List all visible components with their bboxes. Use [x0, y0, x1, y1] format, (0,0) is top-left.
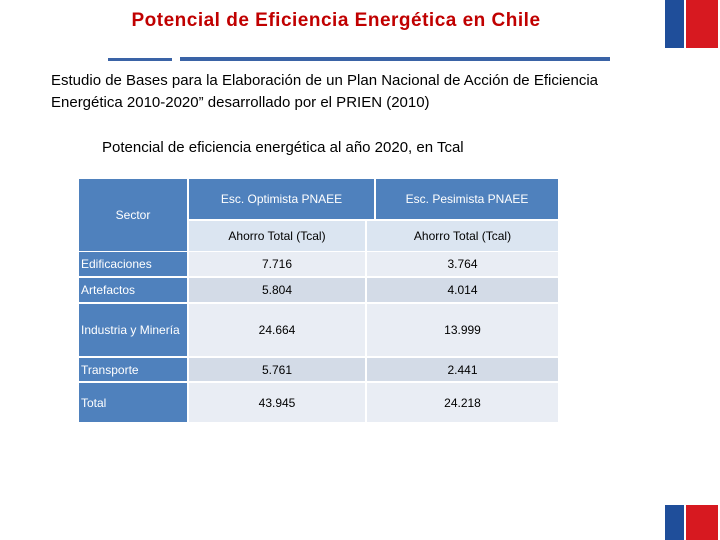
sector-header-label: Sector [115, 208, 151, 222]
row-optimista-value: 5.804 [189, 278, 365, 302]
row-sector-label: Transporte [79, 358, 187, 381]
row-optimista-value: 7.716 [189, 252, 365, 276]
row-optimista-value: 5.761 [189, 358, 365, 381]
row-sector-label: Industria y Minería [79, 304, 187, 356]
title-underline-long [180, 57, 610, 61]
col-pesimista-subheader: Ahorro Total (Tcal) [367, 221, 558, 251]
row-sector-label: Total [79, 383, 187, 422]
row-pesimista-value: 13.999 [367, 304, 558, 356]
row-pesimista-value: 2.441 [367, 358, 558, 381]
row-pesimista-value: 4.014 [367, 278, 558, 302]
row-pesimista-value: 24.218 [367, 383, 558, 422]
row-optimista-value: 43.945 [189, 383, 365, 422]
col-optimista-header: Esc. Optimista PNAEE [189, 179, 374, 219]
row-sector-label: Edificaciones [79, 252, 187, 276]
table-subtitle: Potencial de eficiencia energética al añ… [102, 139, 464, 156]
row-pesimista-value: 3.764 [367, 252, 558, 276]
sector-header: Sector [79, 179, 187, 251]
row-optimista-value: 24.664 [189, 304, 365, 356]
flag-decoration-top [665, 0, 718, 48]
flag-decoration-bottom [665, 505, 718, 540]
intro-text: Estudio de Bases para la Elaboración de … [51, 72, 599, 111]
title-underline-short [108, 58, 172, 61]
col-pesimista-header: Esc. Pesimista PNAEE [376, 179, 558, 219]
col-optimista-subheader: Ahorro Total (Tcal) [189, 221, 365, 251]
row-sector-label: Artefactos [79, 278, 187, 302]
slide-title: Potencial de Eficiencia Energética en Ch… [131, 10, 541, 31]
